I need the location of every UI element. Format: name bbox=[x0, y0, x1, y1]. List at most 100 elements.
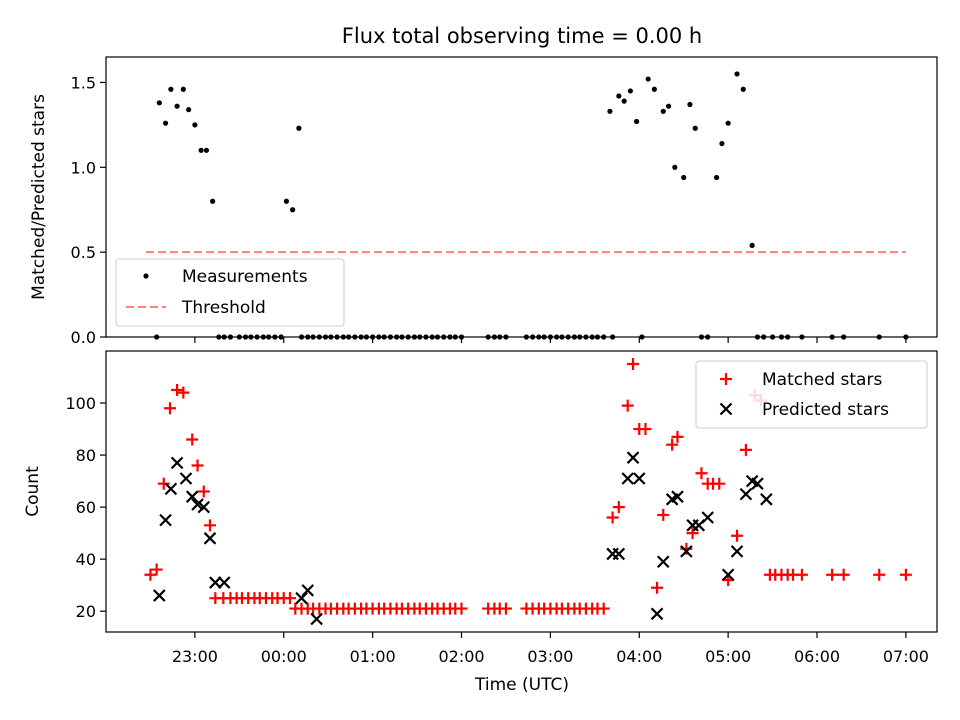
data-point bbox=[381, 334, 387, 340]
legend-box bbox=[695, 360, 928, 429]
data-point bbox=[179, 472, 193, 485]
data-point bbox=[721, 568, 735, 582]
data-point bbox=[334, 334, 340, 340]
data-point bbox=[795, 568, 808, 581]
data-point bbox=[650, 607, 664, 621]
data-point bbox=[186, 107, 192, 113]
data-point bbox=[458, 334, 465, 340]
data-point bbox=[272, 334, 278, 340]
data-point bbox=[236, 334, 242, 340]
data-point bbox=[761, 334, 767, 340]
figure-title: Flux total observing time = 0.00 h bbox=[342, 24, 702, 48]
data-point bbox=[434, 334, 441, 340]
data-point bbox=[203, 147, 210, 153]
plot-frame bbox=[105, 350, 938, 633]
data-point bbox=[639, 423, 652, 436]
data-point bbox=[687, 101, 693, 108]
x-tick-label: 07:00 bbox=[883, 647, 929, 666]
data-point bbox=[283, 198, 290, 204]
data-point bbox=[154, 334, 160, 340]
x-tick-label: 05:00 bbox=[705, 647, 751, 666]
data-point bbox=[826, 568, 839, 581]
data-point bbox=[394, 334, 400, 340]
data-point bbox=[899, 568, 912, 581]
data-point bbox=[705, 334, 711, 340]
data-point bbox=[358, 334, 364, 340]
data-point bbox=[621, 399, 634, 412]
data-point bbox=[296, 125, 302, 131]
data-point bbox=[754, 334, 761, 340]
data-point bbox=[594, 334, 601, 340]
legend: Matched stars Predicted stars bbox=[695, 360, 928, 429]
data-point bbox=[499, 602, 512, 615]
data-point bbox=[301, 584, 315, 597]
data-point bbox=[310, 334, 316, 340]
data-point bbox=[751, 477, 764, 490]
data-point bbox=[405, 334, 411, 340]
data-point bbox=[671, 430, 684, 443]
data-point bbox=[295, 591, 308, 605]
data-point bbox=[627, 358, 640, 371]
data-point bbox=[452, 334, 458, 340]
data-point bbox=[216, 334, 222, 340]
data-point bbox=[164, 482, 178, 496]
data-point bbox=[713, 477, 726, 490]
data-point bbox=[170, 456, 184, 470]
data-point bbox=[841, 334, 847, 340]
data-point bbox=[837, 568, 850, 581]
data-point bbox=[447, 334, 453, 340]
data-point bbox=[221, 334, 227, 340]
legend-marker-matched bbox=[720, 373, 732, 385]
data-point bbox=[760, 493, 773, 506]
data-point bbox=[701, 511, 714, 524]
series-measurements bbox=[154, 71, 909, 340]
data-point bbox=[144, 568, 157, 581]
data-point bbox=[248, 334, 254, 340]
data-point bbox=[162, 120, 169, 126]
data-point bbox=[283, 592, 296, 605]
data-point bbox=[352, 334, 358, 340]
data-point bbox=[174, 103, 180, 109]
data-point bbox=[266, 334, 272, 340]
data-point bbox=[672, 164, 678, 170]
data-point bbox=[536, 334, 542, 340]
data-point bbox=[153, 589, 166, 602]
data-point bbox=[565, 334, 571, 340]
data-point bbox=[554, 334, 560, 340]
y-tick-label: 0.5 bbox=[71, 243, 96, 262]
data-point bbox=[785, 334, 791, 340]
data-point bbox=[739, 487, 753, 501]
data-point bbox=[612, 501, 625, 514]
data-point bbox=[607, 108, 613, 114]
data-point bbox=[203, 519, 216, 532]
data-point bbox=[227, 334, 234, 340]
data-point bbox=[749, 242, 755, 248]
data-point bbox=[559, 334, 565, 340]
y-tick-label: 1.0 bbox=[71, 158, 96, 177]
data-point bbox=[547, 334, 553, 340]
data-point bbox=[530, 334, 536, 340]
y-tick-label: 40 bbox=[76, 550, 96, 569]
data-point bbox=[665, 103, 672, 109]
legend-label: Predicted stars bbox=[762, 400, 889, 420]
top-panel: 0.0 0.5 1.0 1.5 Matched/Predicted stars Measu… bbox=[29, 56, 938, 347]
data-point bbox=[429, 334, 435, 340]
data-point bbox=[632, 472, 646, 485]
data-point bbox=[698, 334, 705, 340]
data-point bbox=[217, 576, 231, 589]
data-point bbox=[583, 334, 589, 340]
data-point bbox=[692, 125, 698, 131]
data-point bbox=[730, 545, 744, 558]
data-point bbox=[485, 334, 491, 340]
data-point bbox=[180, 86, 186, 92]
legend-label: Matched stars bbox=[762, 370, 882, 390]
data-point bbox=[616, 93, 622, 99]
x-tick-label: 02:00 bbox=[438, 647, 484, 666]
data-point bbox=[340, 334, 346, 340]
legend-marker-measurements bbox=[143, 273, 149, 279]
data-point bbox=[657, 508, 670, 521]
data-point bbox=[370, 334, 376, 340]
data-point bbox=[523, 334, 529, 340]
